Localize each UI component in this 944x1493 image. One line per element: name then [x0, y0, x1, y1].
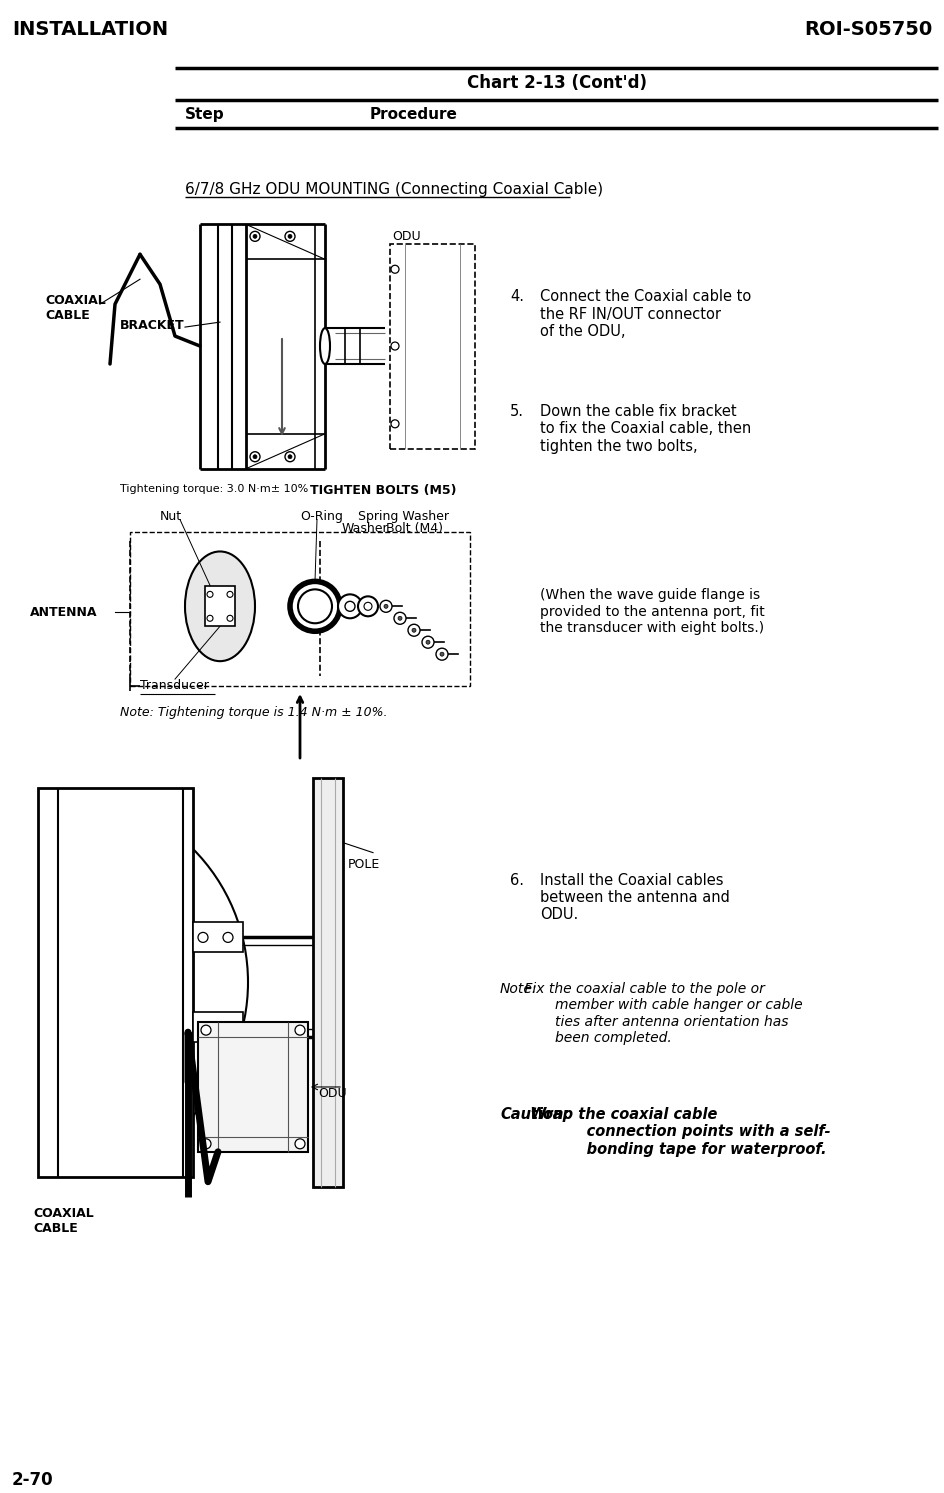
Text: TIGHTEN BOLTS (M5): TIGHTEN BOLTS (M5) — [310, 484, 456, 497]
Text: Bolt (M4): Bolt (M4) — [385, 521, 443, 534]
Circle shape — [207, 615, 212, 621]
Text: Spring Washer: Spring Washer — [358, 509, 448, 523]
Ellipse shape — [320, 328, 329, 364]
Circle shape — [397, 617, 401, 620]
Text: 5.: 5. — [510, 405, 523, 420]
Bar — [38, 788, 193, 1176]
Circle shape — [285, 231, 295, 242]
Circle shape — [201, 1139, 211, 1148]
Circle shape — [412, 629, 415, 632]
Circle shape — [379, 600, 392, 612]
Circle shape — [338, 594, 362, 618]
Circle shape — [198, 1032, 208, 1042]
Circle shape — [227, 615, 233, 621]
Text: 6.: 6. — [510, 872, 523, 887]
Circle shape — [198, 933, 208, 942]
Text: Note: Tightening torque is 1.4 N·m ± 10%.: Note: Tightening torque is 1.4 N·m ± 10%… — [120, 706, 387, 720]
Text: ANTENNA: ANTENNA — [30, 606, 97, 620]
Circle shape — [383, 605, 388, 608]
Circle shape — [285, 452, 295, 461]
Text: ODU: ODU — [392, 230, 420, 243]
Circle shape — [208, 594, 232, 618]
Circle shape — [290, 581, 340, 632]
Text: Procedure: Procedure — [370, 106, 458, 122]
Text: 4.: 4. — [510, 290, 523, 305]
Text: INSTALLATION: INSTALLATION — [12, 19, 168, 39]
Circle shape — [207, 591, 212, 597]
Text: 2-70: 2-70 — [12, 1471, 54, 1489]
Circle shape — [297, 590, 331, 623]
Circle shape — [363, 602, 372, 611]
Ellipse shape — [185, 551, 255, 661]
Text: Wrap the coaxial cable
             connection points with a self-
             : Wrap the coaxial cable connection points… — [519, 1106, 830, 1157]
Text: Step: Step — [185, 106, 225, 122]
Circle shape — [394, 612, 406, 624]
Text: ROI-S05750: ROI-S05750 — [804, 19, 932, 39]
Circle shape — [435, 648, 447, 660]
Circle shape — [250, 452, 260, 461]
Text: Nut: Nut — [160, 509, 182, 523]
Text: ODU: ODU — [318, 1087, 346, 1100]
Circle shape — [253, 234, 257, 239]
Text: 6/7/8 GHz ODU MOUNTING (Connecting Coaxial Cable): 6/7/8 GHz ODU MOUNTING (Connecting Coaxi… — [185, 182, 602, 197]
Bar — [193, 1012, 243, 1042]
Circle shape — [408, 624, 419, 636]
Circle shape — [391, 342, 398, 349]
Text: Caution:: Caution: — [499, 1106, 568, 1121]
Circle shape — [295, 1139, 305, 1148]
Circle shape — [253, 455, 257, 458]
Circle shape — [391, 266, 398, 273]
Text: BRACKET: BRACKET — [120, 320, 184, 331]
Circle shape — [391, 420, 398, 428]
Text: COAXIAL
CABLE: COAXIAL CABLE — [45, 294, 106, 322]
Text: COAXIAL
CABLE: COAXIAL CABLE — [33, 1206, 93, 1235]
Text: Install the Coaxial cables
between the antenna and
ODU.: Install the Coaxial cables between the a… — [539, 872, 729, 923]
Circle shape — [201, 1026, 211, 1035]
Bar — [312, 778, 343, 1187]
Text: Washer: Washer — [342, 521, 388, 534]
Text: O-Ring: O-Ring — [299, 509, 343, 523]
Text: Chart 2-13 (Cont'd): Chart 2-13 (Cont'd) — [466, 73, 647, 91]
Text: (When the wave guide flange is
provided to the antenna port, fit
the transducer : (When the wave guide flange is provided … — [539, 588, 764, 635]
Circle shape — [295, 1026, 305, 1035]
Text: Down the cable fix bracket
to fix the Coaxial cable, then
tighten the two bolts,: Down the cable fix bracket to fix the Co… — [539, 405, 750, 454]
Text: Tightening torque: 3.0 N·m± 10%: Tightening torque: 3.0 N·m± 10% — [120, 484, 308, 494]
Text: Transducer: Transducer — [140, 679, 209, 693]
Circle shape — [215, 602, 225, 611]
Text: Connect the Coaxial cable to
the RF IN/OUT connector
of the ODU,: Connect the Coaxial cable to the RF IN/O… — [539, 290, 750, 339]
Bar — [198, 1023, 308, 1151]
Bar — [130, 532, 469, 687]
Circle shape — [422, 636, 433, 648]
Circle shape — [440, 652, 444, 657]
Circle shape — [227, 591, 233, 597]
Bar — [193, 923, 243, 953]
Text: Fix the coaxial cable to the pole or
        member with cable hanger or cable
 : Fix the coaxial cable to the pole or mem… — [519, 982, 801, 1045]
Bar — [205, 587, 235, 626]
Circle shape — [345, 602, 355, 611]
Bar — [390, 245, 475, 449]
Circle shape — [250, 231, 260, 242]
Circle shape — [223, 933, 233, 942]
Circle shape — [288, 234, 292, 239]
Circle shape — [288, 455, 292, 458]
Circle shape — [426, 640, 430, 643]
Circle shape — [223, 1032, 233, 1042]
Text: POLE: POLE — [347, 857, 379, 870]
Text: Note:: Note: — [499, 982, 537, 996]
Circle shape — [358, 596, 378, 617]
